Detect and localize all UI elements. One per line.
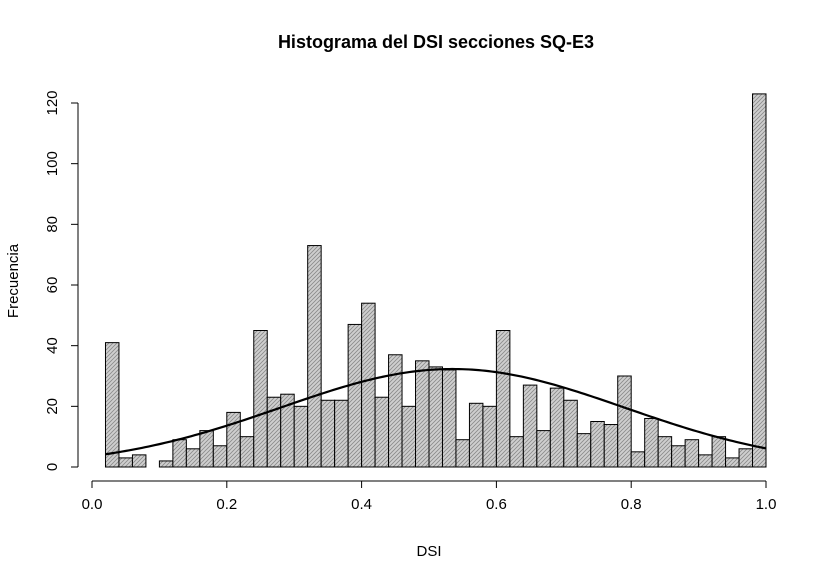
histogram-bar bbox=[495, 330, 511, 468]
histogram-bar bbox=[468, 402, 484, 468]
histogram-bar bbox=[185, 448, 201, 468]
histogram-bar bbox=[576, 433, 592, 468]
histogram-bar bbox=[374, 396, 390, 468]
x-tick-label: 0.4 bbox=[351, 496, 372, 513]
histogram-bar bbox=[361, 302, 376, 468]
histogram-bar bbox=[199, 430, 214, 468]
histogram-bar bbox=[320, 399, 336, 468]
y-tick-label: 40 bbox=[44, 337, 61, 354]
histogram-bar bbox=[212, 445, 228, 468]
histogram-bar bbox=[441, 369, 457, 468]
x-tick-label: 1.0 bbox=[756, 496, 777, 513]
histogram-bar bbox=[158, 460, 174, 468]
histogram-bar bbox=[388, 354, 403, 468]
histogram-bar bbox=[684, 439, 700, 468]
histogram-bar bbox=[536, 430, 551, 468]
histogram-bar bbox=[482, 405, 497, 468]
histogram-bar bbox=[644, 417, 659, 468]
x-tick-label: 0.6 bbox=[486, 496, 507, 513]
x-tick-label: 0.8 bbox=[621, 496, 642, 513]
histogram-bar bbox=[415, 360, 430, 468]
x-tick-label: 0.2 bbox=[216, 496, 237, 513]
chart-title: Histograma del DSI secciones SQ-E3 bbox=[278, 32, 594, 52]
histogram-bar bbox=[671, 445, 686, 468]
y-tick-label: 120 bbox=[44, 90, 61, 115]
histogram-bar bbox=[253, 330, 268, 468]
histogram-bar bbox=[725, 457, 740, 468]
histogram-bar bbox=[307, 245, 322, 468]
y-axis-label: Frecuencia bbox=[5, 243, 22, 318]
histogram-bar bbox=[347, 323, 363, 468]
x-axis: 0.0 0.2 0.4 0.6 0.8 1.0 bbox=[82, 480, 777, 513]
histogram-bar bbox=[401, 405, 417, 468]
y-tick-label: 60 bbox=[44, 277, 61, 294]
histogram-bar bbox=[630, 451, 646, 468]
y-axis: 0 20 40 60 80 100 120 bbox=[44, 90, 79, 471]
normal-curve bbox=[105, 367, 767, 456]
histogram-bar bbox=[455, 439, 470, 468]
histogram-bar bbox=[563, 399, 578, 468]
histogram-bar bbox=[617, 375, 632, 468]
histogram-bar bbox=[172, 439, 187, 468]
histogram-bar bbox=[590, 421, 605, 468]
histogram-bar bbox=[549, 387, 565, 468]
histogram-bar bbox=[226, 411, 241, 468]
histogram-bar bbox=[104, 342, 120, 468]
histogram-bar bbox=[698, 454, 713, 468]
histogram-bar bbox=[711, 436, 727, 468]
y-tick-label: 80 bbox=[44, 216, 61, 233]
histogram-bar bbox=[657, 436, 673, 468]
histogram-bar bbox=[293, 405, 309, 468]
histogram-bar bbox=[509, 436, 524, 468]
y-tick-label: 0 bbox=[44, 463, 61, 471]
histogram-bar bbox=[428, 366, 443, 468]
y-tick-label: 100 bbox=[44, 151, 61, 176]
x-tick-label: 0.0 bbox=[82, 496, 103, 513]
bars-group bbox=[104, 93, 767, 468]
histogram-bar bbox=[118, 457, 133, 468]
histogram-bar bbox=[752, 93, 767, 468]
histogram-bar bbox=[239, 436, 255, 468]
y-tick-label: 20 bbox=[44, 398, 61, 415]
histogram-bar bbox=[603, 424, 619, 468]
histogram-bar bbox=[131, 454, 147, 468]
histogram-bar bbox=[522, 384, 538, 468]
histogram-bar bbox=[738, 448, 754, 468]
histogram-bar bbox=[334, 399, 349, 468]
x-axis-label: DSI bbox=[416, 543, 441, 560]
